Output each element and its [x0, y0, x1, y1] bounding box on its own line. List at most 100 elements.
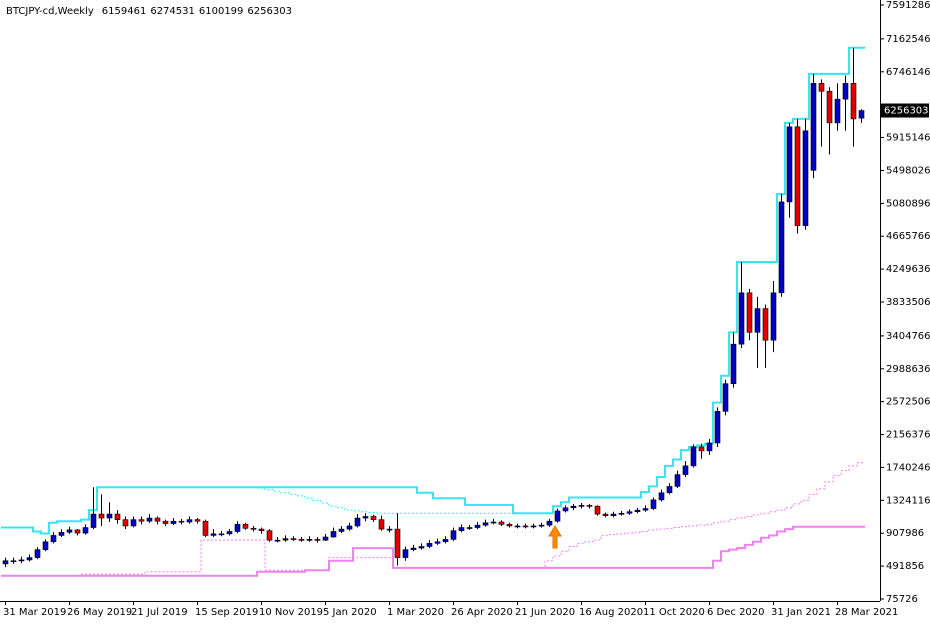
- candle-body: [746, 292, 753, 333]
- candle-body: [778, 201, 785, 294]
- candle-body: [402, 549, 409, 558]
- candle-body: [66, 529, 73, 533]
- x-tick-label: 21 Jun 2020: [515, 607, 575, 618]
- candle-body: [106, 513, 113, 519]
- price-label-box: [881, 103, 929, 118]
- candle-body: [450, 530, 457, 540]
- candle-body: [186, 519, 193, 523]
- candle-body: [546, 520, 553, 526]
- candle-body: [386, 528, 393, 531]
- candle-body: [314, 539, 321, 541]
- y-tick-label: 2156376: [886, 430, 930, 441]
- price-label: 6256303: [884, 106, 929, 117]
- y-tick-label: 1324116: [886, 495, 930, 506]
- candle-body: [674, 474, 681, 487]
- y-tick-label: 3404766: [886, 331, 930, 342]
- candle-body: [170, 520, 177, 524]
- candle-body: [658, 492, 665, 501]
- candle-body: [538, 524, 545, 527]
- x-tick-label: 28 Mar 2021: [835, 607, 898, 618]
- candle-body: [522, 525, 529, 528]
- y-tick-label: 4249636: [886, 264, 930, 275]
- y-tick-label: 5915146: [886, 132, 930, 143]
- header-low: 6100199: [199, 6, 244, 17]
- candle-body: [466, 527, 473, 529]
- chart-title: BTCJPY-cd,Weekly: [6, 6, 94, 17]
- candle-body: [762, 308, 769, 341]
- candle-body: [258, 528, 265, 531]
- header-high: 6274531: [150, 6, 195, 17]
- channel-line: [1, 525, 865, 577]
- candle-body: [122, 519, 129, 527]
- candle-body: [618, 513, 625, 515]
- candle-body: [114, 513, 121, 520]
- y-tick-label: 6746146: [886, 67, 930, 78]
- candle-body: [250, 528, 257, 530]
- candle-body: [498, 521, 505, 525]
- candle-body: [162, 520, 169, 524]
- candle-body: [2, 560, 9, 565]
- y-tick-label: 3833506: [886, 297, 930, 308]
- candle-body: [330, 531, 337, 538]
- candle-body: [178, 520, 185, 523]
- x-tick-label: 6 Dec 2020: [707, 607, 765, 618]
- x-tick-label: 10 Nov 2019: [259, 607, 323, 618]
- x-tick-label: 1 Mar 2020: [387, 607, 444, 618]
- candle-body: [770, 292, 777, 341]
- y-tick-label: 491856: [886, 561, 924, 572]
- x-tick-label: 15 Sep 2019: [195, 607, 258, 618]
- x-tick-label: 11 Oct 2020: [643, 607, 705, 618]
- y-tick-label: 5498026: [886, 165, 930, 176]
- y-tick-label: 1740246: [886, 462, 930, 473]
- candle-body: [570, 505, 577, 509]
- candle-body: [274, 539, 281, 542]
- candle-body: [666, 486, 673, 494]
- candle-body: [418, 546, 425, 549]
- candle-body: [810, 83, 817, 171]
- candle-body: [442, 539, 449, 543]
- candle-body: [834, 98, 841, 124]
- candle-body: [74, 529, 81, 534]
- candle-body: [194, 519, 201, 522]
- candle-body: [794, 126, 801, 226]
- y-tick-label: 4665766: [886, 231, 930, 242]
- header-close: 6256303: [247, 6, 292, 17]
- y-tick-label: 5080896: [886, 198, 930, 209]
- y-tick-label: 907986: [886, 528, 924, 539]
- candle-body: [226, 531, 233, 535]
- candle-body: [642, 508, 649, 511]
- candle-body: [554, 510, 561, 522]
- candle-body: [482, 522, 489, 526]
- x-tick-label: 31 Mar 2019: [3, 607, 66, 618]
- candle-body: [282, 538, 289, 541]
- candle-body: [50, 535, 57, 543]
- candle-body: [714, 411, 721, 444]
- y-tick-label: 7591286: [886, 0, 930, 11]
- candle-body: [306, 539, 313, 541]
- dotted-line: [81, 462, 865, 575]
- candle-body: [26, 557, 33, 561]
- candle-body: [842, 83, 849, 100]
- candle-body: [562, 507, 569, 512]
- candle-body: [754, 308, 761, 333]
- candle-body: [802, 130, 809, 226]
- x-tick-label: 26 May 2019: [67, 607, 132, 618]
- candle-body: [130, 519, 137, 527]
- candle-body: [610, 513, 617, 516]
- candle-body: [458, 527, 465, 531]
- candle-body: [738, 292, 745, 345]
- candle-body: [90, 513, 97, 528]
- y-tick-label: 7162546: [886, 34, 930, 45]
- x-tick-label: 16 Aug 2020: [579, 607, 643, 618]
- signal-arrow: [548, 525, 562, 549]
- candle-body: [514, 525, 521, 528]
- candle-body: [362, 516, 369, 519]
- candle-body: [850, 83, 857, 120]
- candle-body: [426, 543, 433, 547]
- candle-body: [154, 517, 161, 522]
- candle-body: [322, 536, 329, 541]
- candle-body: [346, 525, 353, 530]
- candle-body: [634, 509, 641, 513]
